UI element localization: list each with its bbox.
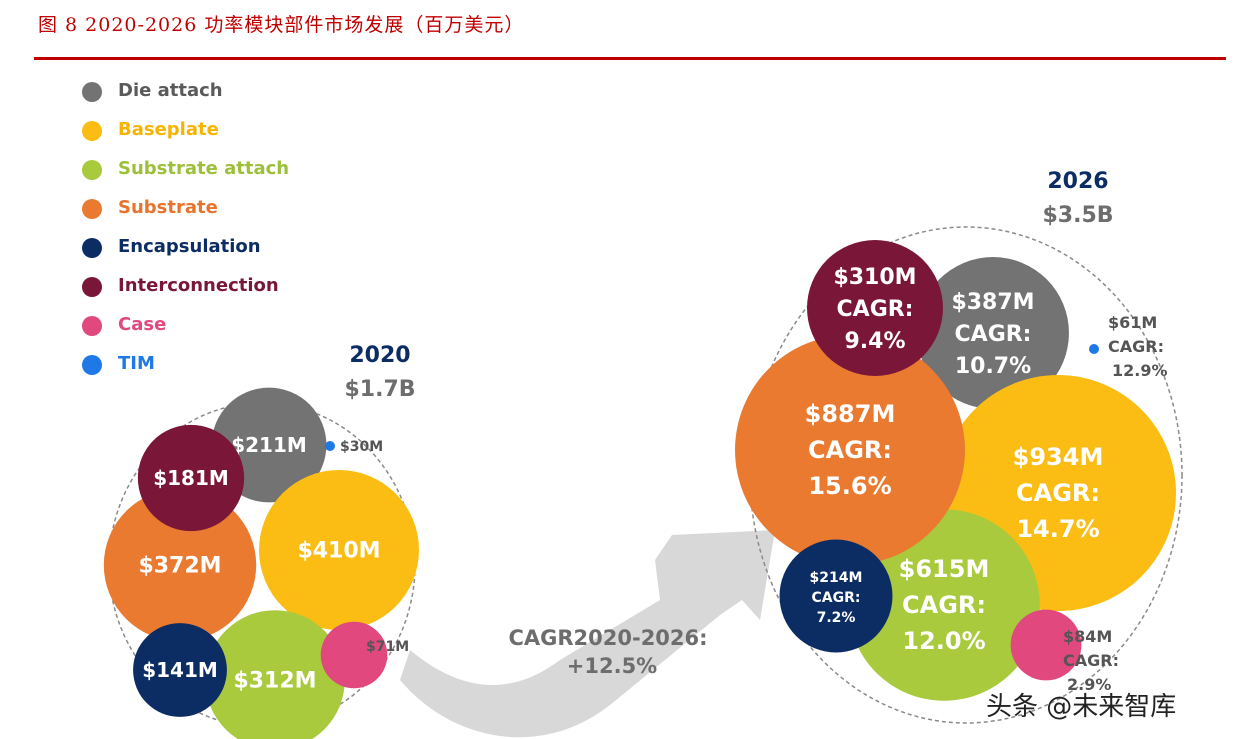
bubble-2026-encapsulation	[779, 539, 893, 653]
bubble-2026-encapsulation-cagr-value: 7.2%	[817, 610, 856, 626]
bubble-2020-encapsulation-label: $141M	[142, 658, 218, 682]
group-2026-year: 2026	[1047, 169, 1108, 194]
legend-swatch-substrate	[82, 199, 102, 219]
bubble-2026-die-attach-label: $387M	[951, 290, 1034, 315]
bubble-2020-interconnection-label: $181M	[153, 466, 229, 490]
bubble-2026-die-attach-cagr-value: 10.7%	[955, 354, 1031, 379]
bubble-2026-case-label: $84M	[1063, 627, 1112, 646]
bubble-2026-case-cagr-value: 2.9%	[1067, 675, 1111, 694]
bubble-2026-case-cagr-label: CAGR:	[1063, 651, 1119, 670]
bubble-2020-interconnection	[137, 424, 245, 532]
legend-swatch-baseplate	[82, 121, 102, 141]
bubble-2026-die-attach-cagr-label: CAGR:	[955, 322, 1032, 347]
overall-cagr-value: +12.5%	[567, 654, 657, 678]
bubble-2020-baseplate	[259, 470, 419, 630]
bubble-2026-interconnection-label: $310M	[833, 265, 916, 290]
bubble-2020-tim-label: $30M	[340, 439, 383, 455]
bubble-2026-substrate-label: $887M	[805, 400, 896, 428]
legend-label-case: Case	[118, 314, 167, 335]
bubble-2020-die-attach-label: $211M	[231, 433, 307, 457]
bubble-2026-tim-cagr-label: CAGR:	[1108, 337, 1164, 356]
bubble-2020-substrate-label: $372M	[138, 554, 221, 579]
bubble-2026-baseplate-label: $934M	[1013, 443, 1104, 471]
group-2026-total: $3.5B	[1042, 203, 1113, 228]
bubble-2020-case	[320, 621, 388, 689]
bubble-2026-substrate	[735, 335, 965, 565]
group-2020-total: $1.7B	[344, 377, 415, 402]
growth-arrow	[400, 530, 775, 738]
bubble-2026-interconnection-cagr-label: CAGR:	[837, 297, 914, 322]
legend-label-tim: TIM	[118, 353, 155, 374]
legend-swatch-case	[82, 316, 102, 336]
bubble-2026-substrate-attach	[848, 509, 1040, 701]
bubble-2026-encapsulation-cagr-label: CAGR:	[812, 590, 861, 606]
bubble-2026-substrate-cagr-value: 15.6%	[808, 472, 891, 500]
bubble-2026-die-attach	[917, 257, 1069, 409]
legend-label-encapsulation: Encapsulation	[118, 236, 261, 257]
bubble-2026-substrate-attach-label: $615M	[899, 555, 990, 583]
bubble-2026-interconnection	[807, 240, 943, 376]
legend-swatch-interconnection	[82, 277, 102, 297]
legend-swatch-substrate-attach	[82, 160, 102, 180]
bubble-2026-substrate-attach-cagr-value: 12.0%	[902, 627, 985, 655]
legend-label-baseplate: Baseplate	[118, 119, 219, 140]
bubble-2020-substrate-attach-label: $312M	[233, 669, 316, 694]
legend-swatch-encapsulation	[82, 238, 102, 258]
legend-label-substrate: Substrate	[118, 197, 218, 218]
bubble-2026-substrate-cagr-label: CAGR:	[808, 436, 892, 464]
bubble-2026-baseplate-cagr-value: 14.7%	[1016, 515, 1099, 543]
legend-label-die-attach: Die attach	[118, 80, 223, 101]
legend-swatch-die-attach	[82, 82, 102, 102]
group-2020-year: 2020	[349, 343, 410, 368]
bubble-2026-tim-cagr-value: 12.9%	[1112, 361, 1168, 380]
bubble-2020-substrate	[103, 488, 257, 642]
bubble-2020-tim	[325, 441, 335, 451]
legend-swatch-tim	[82, 355, 102, 375]
bubble-2026-tim-label: $61M	[1108, 313, 1157, 332]
bubble-2020-baseplate-label: $410M	[297, 539, 380, 564]
bubble-2026-substrate-attach-cagr-label: CAGR:	[902, 591, 986, 619]
overall-cagr-label: CAGR2020-2026:	[508, 626, 707, 650]
watermark-text: 头条 @未来智库	[986, 692, 1177, 722]
bubble-2026-encapsulation-label: $214M	[810, 570, 863, 586]
figure-title: 图 8 2020-2026 功率模块部件市场发展（百万美元）	[38, 14, 525, 36]
bubble-2026-case	[1010, 609, 1082, 681]
legend-label-substrate-attach: Substrate attach	[118, 158, 290, 179]
bubble-2026-baseplate-cagr-label: CAGR:	[1016, 479, 1100, 507]
bubble-2026-interconnection-cagr-value: 9.4%	[844, 329, 905, 354]
title-divider	[34, 57, 1226, 60]
bubble-2020-substrate-attach	[205, 610, 345, 739]
bubble-2020-case-label: $71M	[366, 639, 409, 655]
bubble-2026-tim	[1089, 344, 1099, 354]
legend-label-interconnection: Interconnection	[118, 275, 279, 296]
bubble-2020-encapsulation	[133, 623, 227, 717]
